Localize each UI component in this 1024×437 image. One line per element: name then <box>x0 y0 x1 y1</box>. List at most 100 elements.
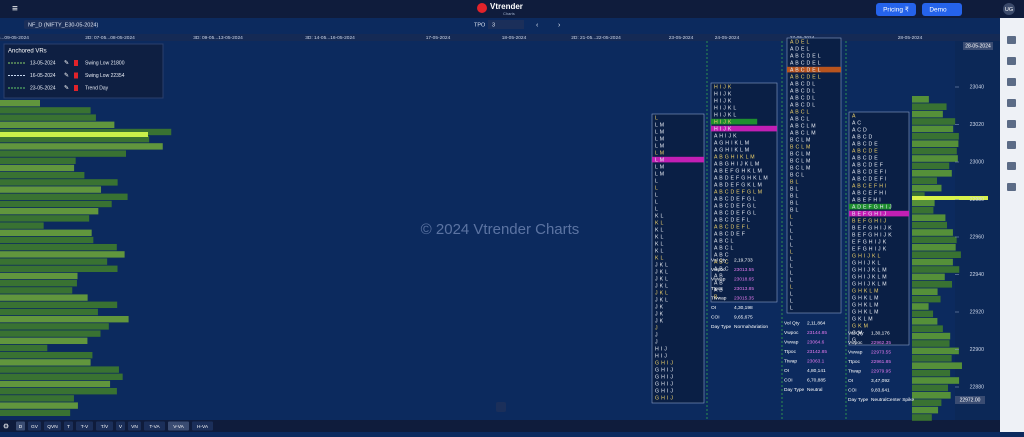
menu-icon[interactable]: ≡ <box>12 4 18 15</box>
user-initials: UG <box>1005 7 1013 13</box>
pricing-button[interactable] <box>876 3 916 16</box>
volume-bar-right <box>912 177 937 184</box>
volume-bar <box>0 395 74 402</box>
tpo-row: L <box>790 305 793 311</box>
tpo-row: G H K L M <box>852 295 879 301</box>
tool-icon[interactable] <box>1007 162 1016 170</box>
stat-label: Ttvwap <box>711 295 727 301</box>
anchor-edit[interactable]: ✎ <box>64 72 69 79</box>
stat-value: 3,47,092 <box>871 378 890 384</box>
logo-sub: Charts <box>503 11 515 16</box>
next-arrow[interactable]: › <box>558 22 561 29</box>
tpo-row: K L <box>655 227 664 233</box>
tpo-row: G K L M <box>852 316 873 322</box>
volume-bar-right <box>912 406 939 414</box>
tpo-row: A B C D E L <box>790 53 821 59</box>
tpo-row: L <box>655 115 658 121</box>
date-label: 18-05-2024 <box>502 35 527 41</box>
tpo-row: E F G H I J K <box>852 239 887 245</box>
tool-icon[interactable] <box>1007 36 1016 44</box>
toolbar-label: T-VA <box>149 424 160 430</box>
volume-bar <box>0 164 75 172</box>
tool-icon[interactable] <box>1007 120 1016 128</box>
tool-icon[interactable] <box>1007 57 1016 65</box>
stat-value: 4,80,141 <box>807 368 826 374</box>
tpo-row: L <box>790 249 793 255</box>
stat-value: 22973.55 <box>871 349 891 355</box>
anchor-delete[interactable] <box>74 85 78 91</box>
tpo-row: H I J K <box>714 91 732 97</box>
stat-label: Ttwap <box>848 368 861 374</box>
volume-bar-right <box>912 281 953 288</box>
tpo-row: L M <box>655 136 664 142</box>
anchor-edit[interactable]: ✎ <box>64 60 69 67</box>
logo: Vtrender <box>490 2 523 11</box>
tpo-row: H I J <box>655 346 667 352</box>
volume-bar <box>0 244 117 251</box>
demo-button[interactable] <box>922 3 962 16</box>
toolbar-button[interactable] <box>28 421 41 431</box>
tool-icon[interactable] <box>1007 141 1016 149</box>
tpo-row: A G H I K L M <box>714 147 749 153</box>
tpo-row: J K L <box>655 262 668 268</box>
volume-bar <box>0 308 98 316</box>
tpo-row: A B E F G H K L M <box>714 168 762 174</box>
price-label: 22980 <box>970 197 985 203</box>
volume-poc <box>0 132 148 137</box>
toolbar-button[interactable] <box>64 421 73 431</box>
tpo-row: L <box>790 235 793 241</box>
volume-bar <box>0 316 129 323</box>
volume-bar-right <box>912 347 959 355</box>
user-avatar[interactable] <box>1003 3 1015 15</box>
volume-bar <box>0 236 94 244</box>
toolbar-button[interactable] <box>16 421 25 431</box>
volume-bar-right <box>912 332 951 340</box>
stat-label: COI <box>711 314 720 320</box>
tpo-row: A B C D E F I <box>852 176 887 182</box>
toolbar-button[interactable] <box>116 421 125 431</box>
symbol-box[interactable] <box>24 20 94 29</box>
volume-bar-right <box>912 184 942 192</box>
tpo-row: B L <box>790 193 799 199</box>
tpo-row: A B C D E L <box>790 74 821 80</box>
toolbar-button[interactable] <box>96 421 113 431</box>
tpo-row: B C L <box>790 172 804 178</box>
tpo-row: K L <box>655 248 664 254</box>
tpo-row: L <box>790 277 793 283</box>
tpo-row: A <box>852 113 856 119</box>
mode-label: TPO <box>474 22 486 28</box>
tool-icon[interactable] <box>1007 99 1016 107</box>
toolbar-button[interactable] <box>168 421 189 431</box>
tpo-row: K L <box>655 220 664 226</box>
toolbar-button[interactable] <box>76 421 93 431</box>
anchored-title: Anchored VRs <box>8 49 47 55</box>
stat-label: Ttwap <box>784 358 797 364</box>
toolbar-button[interactable] <box>144 421 165 431</box>
tpo-row: A B C D L <box>790 88 815 94</box>
anchor-delete[interactable] <box>74 72 78 79</box>
volume-bar <box>0 193 128 200</box>
volume-bar-right <box>912 244 956 251</box>
toolbar-button[interactable] <box>44 421 61 431</box>
anchor-edit[interactable]: ✎ <box>64 85 69 92</box>
prev-arrow[interactable]: ‹ <box>536 22 539 29</box>
tpo-row: A B C D E <box>852 141 878 147</box>
anchor-delete[interactable] <box>74 60 78 66</box>
tpo-row: A B C D E L <box>790 67 821 73</box>
tool-icon[interactable] <box>1007 183 1016 191</box>
pricing-label: Pricing ₹ <box>883 6 910 14</box>
fullscreen-button[interactable] <box>496 402 506 412</box>
tpo-row: J K L <box>655 283 668 289</box>
current-price-box <box>955 396 985 404</box>
toolbar-button[interactable] <box>192 421 213 431</box>
tool-icon[interactable] <box>1007 78 1016 86</box>
mode-select[interactable] <box>488 20 524 29</box>
toolbar-button[interactable] <box>128 421 141 431</box>
tpo-row: A D E F G H I J <box>852 204 892 210</box>
settings-icon[interactable]: ⚙ <box>3 422 9 430</box>
stat-value: 22961.85 <box>871 359 891 365</box>
stat-label: Ttpoc <box>711 286 724 292</box>
tpo-row: A G H I K L M <box>714 140 749 146</box>
